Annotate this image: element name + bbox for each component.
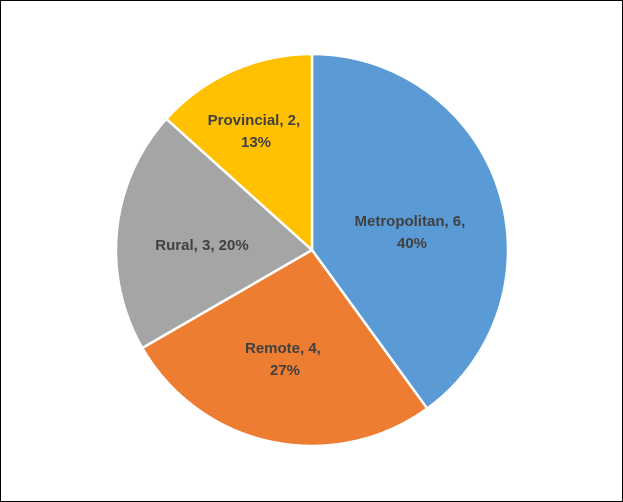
label-rural: Rural, 3, 20% [155, 237, 248, 254]
label-provincial: Provincial, 2, 13% [208, 112, 305, 151]
pie-slice-remote [141, 248, 429, 448]
slice-labels: Metropolitan, 6, 40% Remote, 4, 27% Rura… [155, 112, 469, 379]
pie-slice-metropolitan [310, 52, 510, 410]
pie-slices [114, 52, 510, 448]
label-metropolitan: Metropolitan, 6, 40% [354, 213, 469, 252]
pie-slice-rural [114, 117, 314, 350]
pie-slice-provincial [165, 52, 314, 252]
label-remote: Remote, 4, 27% [245, 340, 325, 379]
